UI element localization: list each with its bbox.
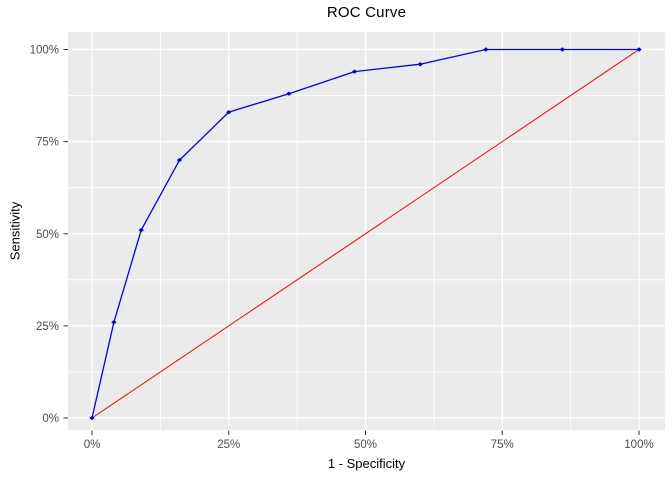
y-axis-title: Sensitivity [7,201,23,261]
panel-background [68,32,665,430]
y-tick-label: 75% [36,137,59,149]
data-point-marker [226,109,232,115]
x-tick-label: 25% [217,439,240,451]
reference-line [91,49,640,419]
y-tick-label: 100% [30,45,59,57]
x-tick-label: 0% [84,439,101,451]
x-axis-title: 1 - Specificity [327,456,406,471]
data-point-marker [176,157,183,163]
data-point-marker [138,227,144,233]
x-tick-label: 100% [624,439,653,451]
data-point-marker [89,415,95,421]
chart-title: ROC Curve [326,4,407,21]
data-point-marker [351,69,358,74]
data-point-marker [636,47,642,52]
y-tick-label: 25% [36,321,59,333]
data-point-marker [417,62,423,67]
x-tick-label: 75% [491,439,514,451]
data-point-marker [483,47,489,52]
data-point-marker [286,91,292,96]
y-tick-label: 50% [36,229,59,241]
data-point-marker [111,319,117,325]
data-point-marker [559,47,566,52]
y-tick-label: 0% [42,413,59,425]
x-tick-label: 50% [354,439,377,451]
